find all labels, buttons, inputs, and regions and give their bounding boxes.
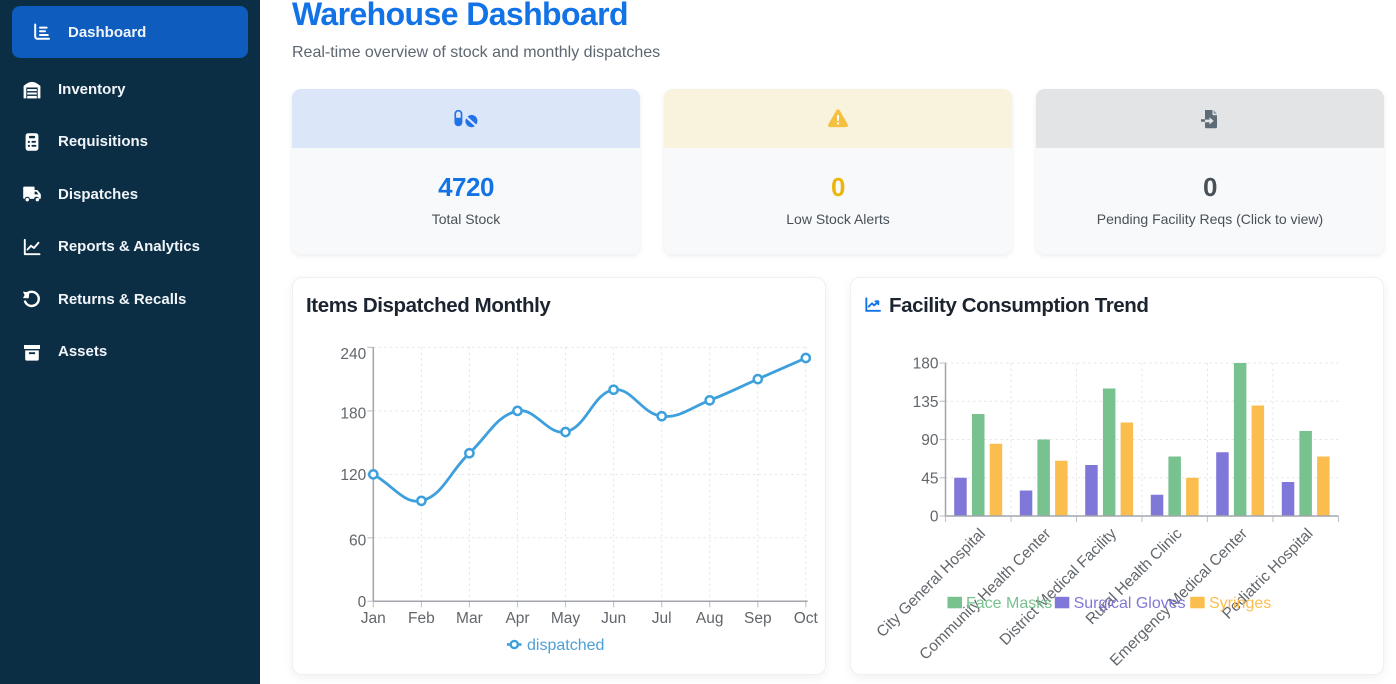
svg-text:180: 180 (913, 356, 939, 373)
svg-text:Oct: Oct (794, 610, 819, 627)
svg-text:120: 120 (340, 467, 366, 484)
svg-text:Jan: Jan (361, 610, 386, 627)
svg-text:dispatched: dispatched (527, 637, 604, 654)
svg-text:240: 240 (340, 346, 366, 363)
svg-text:Mar: Mar (456, 610, 483, 627)
svg-text:Sep: Sep (744, 610, 772, 627)
svg-text:180: 180 (340, 405, 366, 422)
svg-text:Syringes: Syringes (1209, 595, 1271, 612)
svg-text:Jul: Jul (652, 610, 672, 627)
svg-text:90: 90 (921, 432, 939, 449)
svg-text:Aug: Aug (696, 610, 724, 627)
svg-text:135: 135 (913, 394, 939, 411)
svg-text:0: 0 (358, 594, 367, 611)
svg-text:60: 60 (349, 532, 367, 549)
svg-text:City General Hospital: City General Hospital (873, 525, 989, 641)
svg-text:Surgical Gloves: Surgical Gloves (1074, 595, 1186, 612)
svg-text:Feb: Feb (408, 610, 435, 627)
svg-text:Jun: Jun (601, 610, 626, 627)
svg-text:May: May (551, 610, 581, 627)
svg-text:Face Masks: Face Masks (966, 595, 1052, 612)
svg-text:0: 0 (930, 509, 939, 526)
svg-text:45: 45 (921, 470, 938, 487)
svg-text:District Medical Facility: District Medical Facility (997, 525, 1121, 649)
svg-text:Apr: Apr (505, 610, 529, 627)
